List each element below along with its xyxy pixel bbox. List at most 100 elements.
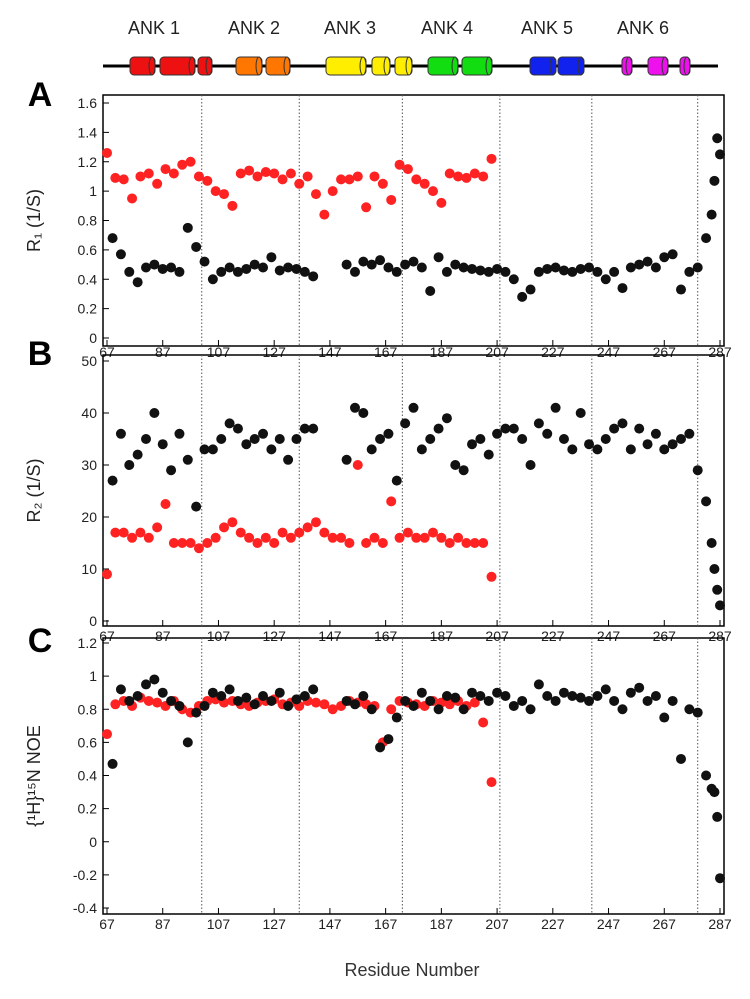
data-point xyxy=(341,259,352,270)
data-point xyxy=(400,695,411,706)
data-point xyxy=(377,538,388,548)
data-point xyxy=(428,186,439,197)
data-point xyxy=(249,699,260,710)
data-point xyxy=(193,543,204,554)
y-tick-label: 1.2 xyxy=(78,154,98,170)
data-point xyxy=(558,434,569,444)
data-point xyxy=(533,679,544,690)
data-point xyxy=(416,444,427,455)
data-point xyxy=(433,423,444,434)
x-tick-label: 207 xyxy=(485,916,509,932)
domain-label: ANK 2 xyxy=(228,18,280,38)
panel-label: B xyxy=(28,335,53,373)
data-point xyxy=(336,532,347,543)
data-point xyxy=(684,704,695,715)
data-point xyxy=(617,283,628,294)
data-point xyxy=(600,684,611,695)
x-tick-label: 147 xyxy=(318,628,342,644)
y-tick-label: -0.4 xyxy=(73,900,97,916)
data-point xyxy=(118,527,129,538)
data-point xyxy=(258,691,269,701)
data-point xyxy=(174,700,185,711)
data-point xyxy=(277,174,288,185)
data-point xyxy=(441,691,452,701)
y-tick-label: 1 xyxy=(89,668,97,684)
data-point xyxy=(453,532,464,543)
data-point xyxy=(667,439,678,450)
data-point xyxy=(227,517,238,528)
data-point xyxy=(650,262,661,273)
data-point xyxy=(294,178,305,189)
data-point xyxy=(124,266,135,277)
helix-cap xyxy=(283,56,291,76)
data-point xyxy=(235,168,246,179)
helix-cap xyxy=(148,56,156,76)
data-point xyxy=(291,263,302,274)
data-point xyxy=(166,695,177,706)
data-point xyxy=(469,168,480,179)
data-point xyxy=(110,172,121,183)
data-point xyxy=(478,171,489,182)
helix-cap xyxy=(451,56,459,76)
data-point xyxy=(224,418,235,429)
data-point xyxy=(444,538,455,548)
data-point xyxy=(361,538,372,548)
data-point xyxy=(157,263,168,274)
data-point xyxy=(483,266,494,277)
data-point xyxy=(575,692,586,703)
data-point xyxy=(444,168,455,179)
data-point xyxy=(706,209,717,220)
y-tick-label: 20 xyxy=(81,509,97,525)
data-point xyxy=(692,262,703,273)
data-point xyxy=(441,266,452,277)
helix-cap xyxy=(549,56,557,76)
data-point xyxy=(185,156,196,167)
y-tick-label: 0.8 xyxy=(78,213,98,229)
data-point xyxy=(141,262,152,273)
helix-cap xyxy=(405,56,413,76)
x-tick-label: 167 xyxy=(374,916,398,932)
data-point xyxy=(341,454,352,465)
data-point xyxy=(386,704,397,715)
data-point xyxy=(285,168,296,179)
data-point xyxy=(135,171,146,182)
data-point xyxy=(152,522,163,533)
data-point xyxy=(327,186,338,197)
data-point xyxy=(244,165,255,176)
data-point xyxy=(216,266,227,277)
data-point xyxy=(174,428,185,439)
data-point xyxy=(266,695,277,706)
data-point xyxy=(701,233,712,244)
helix-cap xyxy=(255,56,263,76)
data-point xyxy=(149,408,160,418)
x-tick-label: 147 xyxy=(318,916,342,932)
data-point xyxy=(478,717,489,728)
data-point xyxy=(143,695,154,706)
data-point xyxy=(715,600,725,611)
x-tick-label: 187 xyxy=(430,344,454,360)
data-point xyxy=(132,449,143,460)
data-point xyxy=(542,691,553,701)
y-tick-label: 10 xyxy=(81,561,97,577)
data-point xyxy=(352,460,363,470)
data-point xyxy=(327,704,338,715)
data-point xyxy=(642,695,653,706)
data-point xyxy=(416,262,427,273)
data-point xyxy=(219,522,230,533)
data-point xyxy=(584,262,595,273)
data-point xyxy=(118,174,129,185)
data-point xyxy=(232,695,243,706)
data-point xyxy=(115,684,126,695)
data-point xyxy=(182,454,193,465)
data-point xyxy=(249,259,260,270)
data-point xyxy=(235,527,246,538)
data-point xyxy=(492,263,503,274)
y-tick-label: 50 xyxy=(81,353,97,369)
helix-cap xyxy=(625,56,633,76)
x-tick-label: 107 xyxy=(207,344,231,360)
data-point xyxy=(483,695,494,706)
data-point xyxy=(715,149,725,160)
data-point xyxy=(701,496,712,507)
data-point xyxy=(160,499,171,509)
data-point xyxy=(400,418,411,429)
